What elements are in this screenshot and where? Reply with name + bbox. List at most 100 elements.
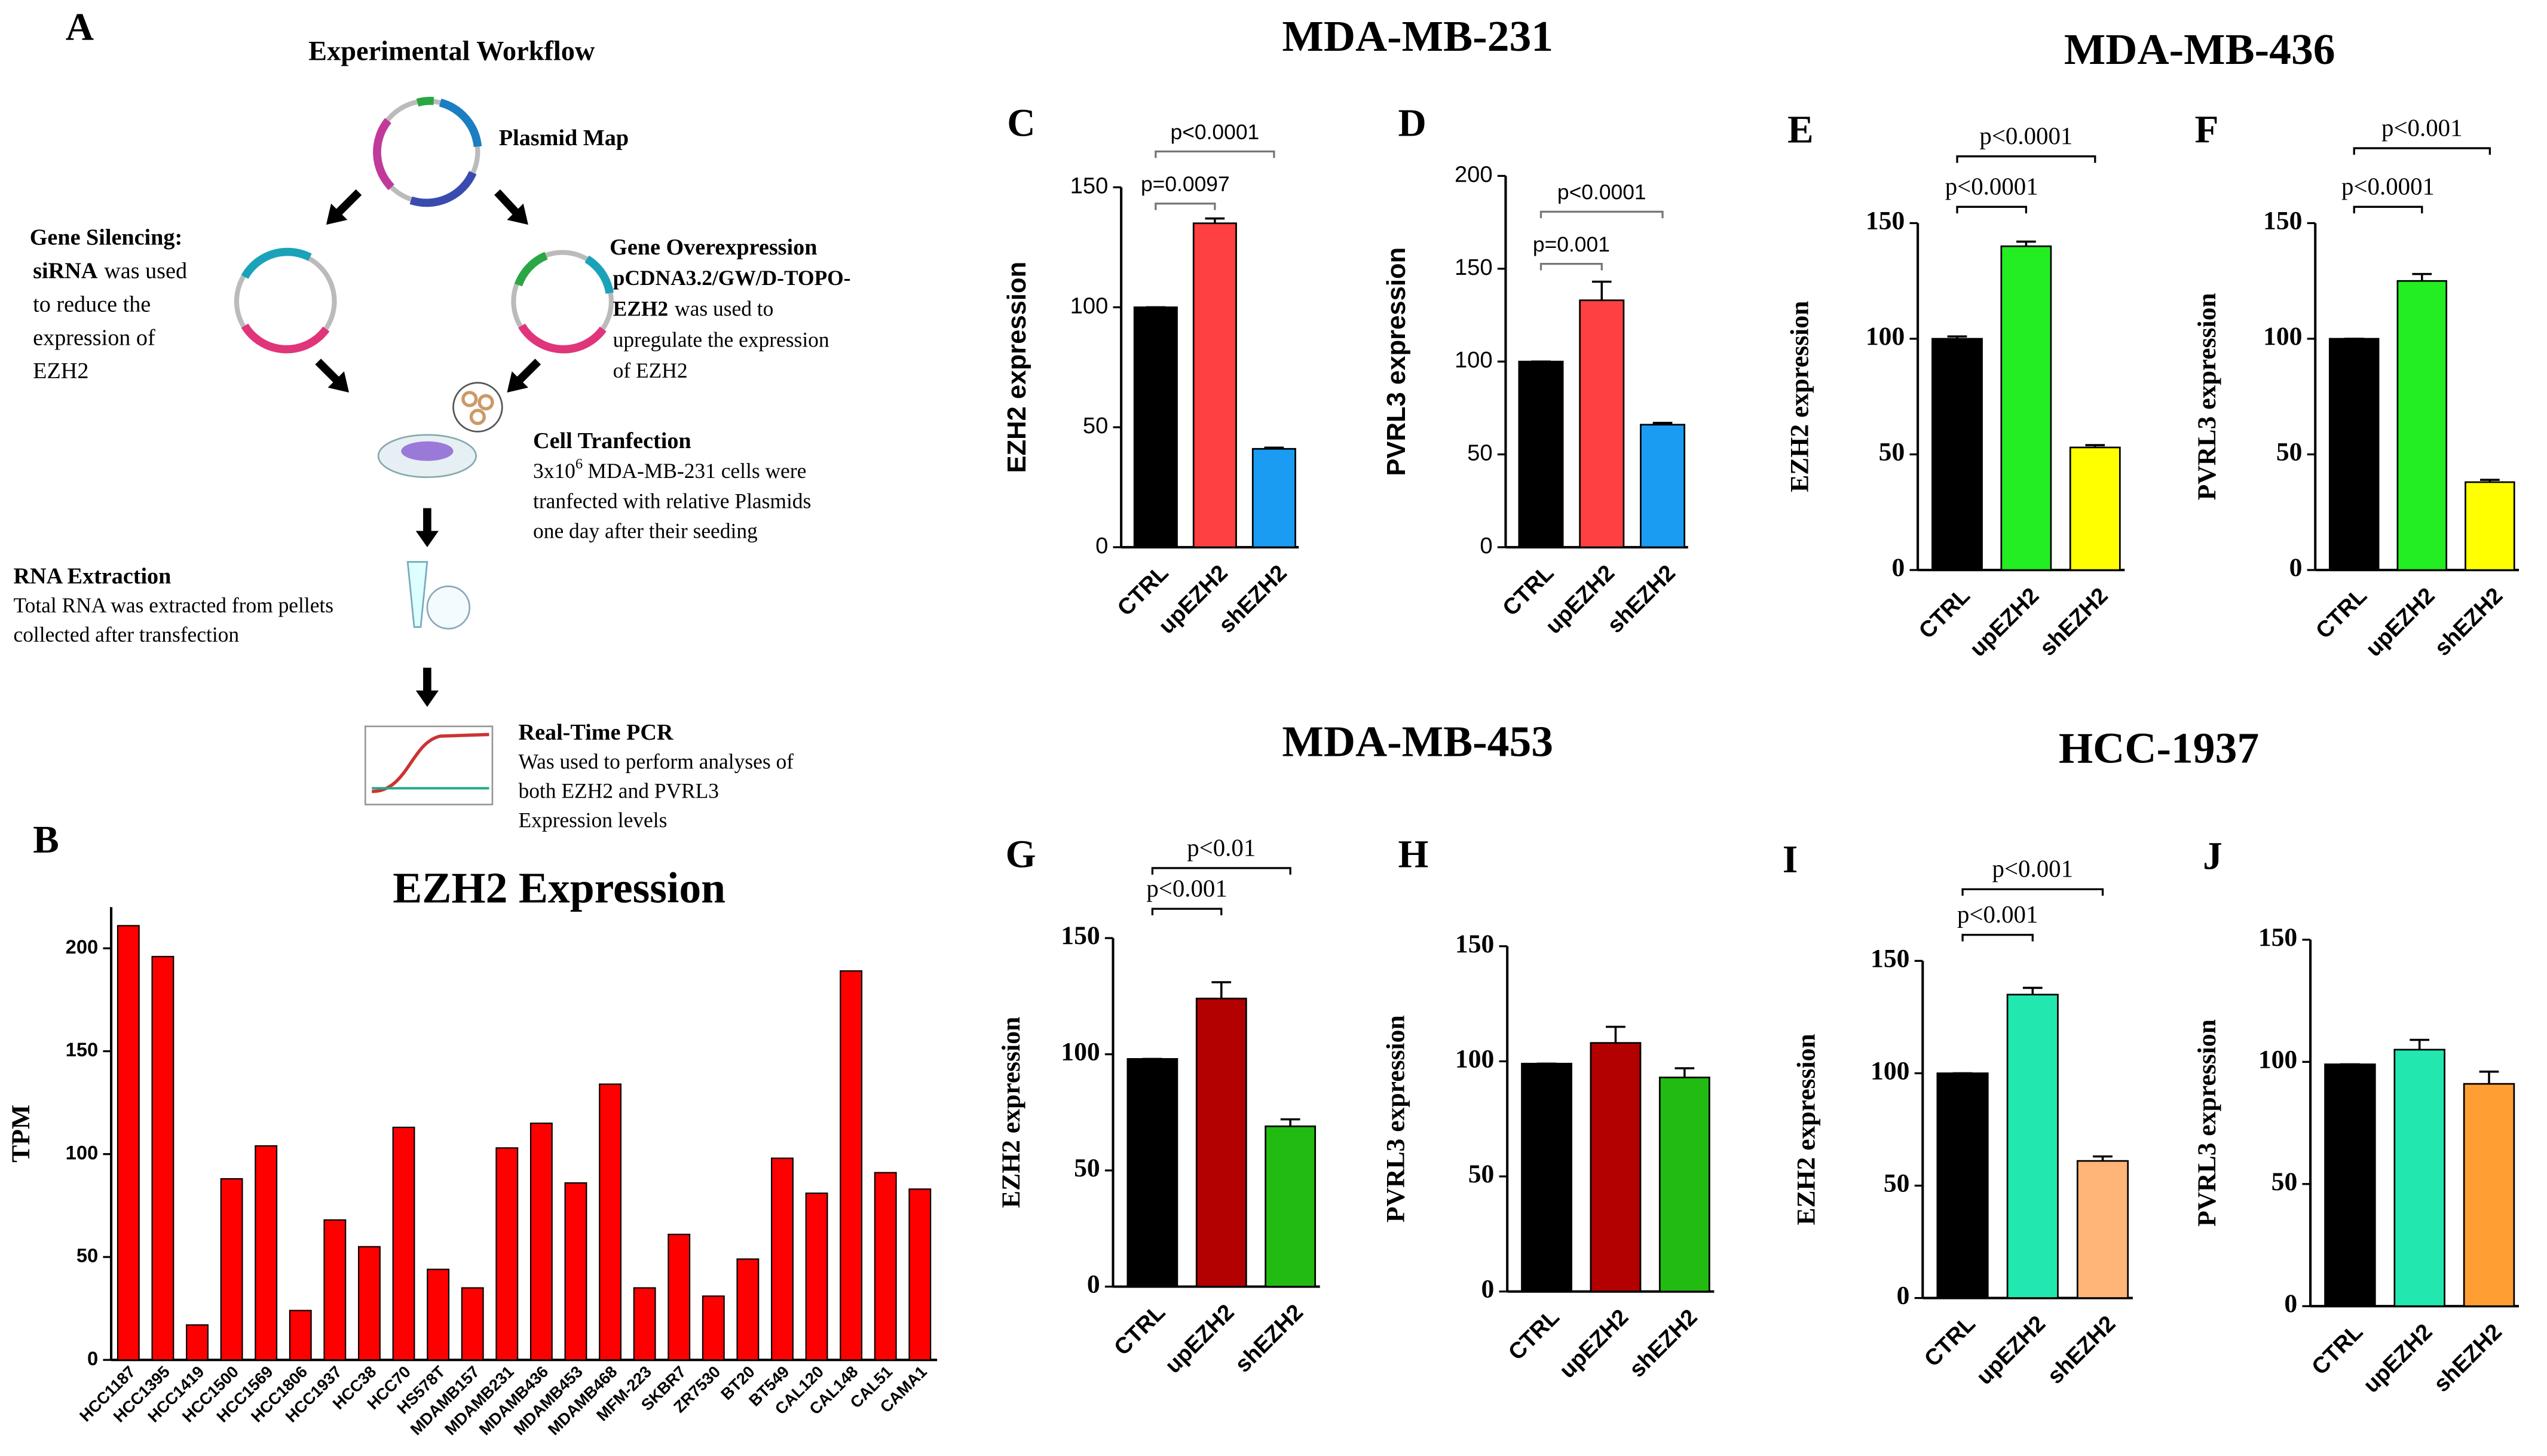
panel-label: I xyxy=(1783,838,1798,881)
significance-bracket xyxy=(1956,155,2096,163)
y-tick-label: 50 xyxy=(1083,413,1108,439)
bar xyxy=(2324,1063,2376,1307)
bar xyxy=(2076,1160,2129,1299)
step-heading: Gene Silencing: xyxy=(30,225,182,250)
plasmid-arc xyxy=(515,252,548,287)
p-value: p<0.0001 xyxy=(2341,173,2435,200)
x-tick-label: shEZH2 xyxy=(2042,1311,2120,1389)
x-tick-label: shEZH2 xyxy=(2035,583,2113,661)
significance-bracket xyxy=(1151,908,1223,915)
bar xyxy=(2393,1049,2445,1307)
p-value: p=0.0097 xyxy=(1141,172,1230,196)
y-tick-label: 0 xyxy=(1480,533,1492,559)
text-run: was used to xyxy=(675,297,773,321)
error-bar xyxy=(2022,986,2043,995)
pcr-plot xyxy=(364,725,494,805)
panel-label: A xyxy=(66,6,94,49)
x-tick-label: upEZH2 xyxy=(2361,583,2439,661)
bar xyxy=(1265,1125,1317,1288)
bar xyxy=(289,1310,312,1361)
significance-bracket xyxy=(1539,262,1603,271)
group-title: HCC-1937 xyxy=(2059,723,2259,772)
y-axis-label: EZH2 expression xyxy=(997,1017,1025,1208)
y-tick-label: 100 xyxy=(1866,322,1905,351)
error-bar xyxy=(2016,240,2036,247)
text-run: Total RNA was extracted from pellets xyxy=(13,593,333,617)
bar xyxy=(805,1193,828,1361)
chart: H 0 50 100 150 PVRL3 expression CTRLupEZH2shEZ… xyxy=(1382,833,1715,1383)
bar xyxy=(908,1188,932,1361)
y-tick-label: 50 xyxy=(1879,438,1905,467)
x-tick-label: shEZH2 xyxy=(1624,1304,1703,1383)
x-tick-label: CTRL xyxy=(1504,1304,1565,1365)
step-heading: Gene Overexpression xyxy=(610,235,817,260)
error-bar xyxy=(1674,1067,1695,1078)
workflow-art xyxy=(234,97,614,805)
text-run: EZH2 xyxy=(33,358,88,384)
text-run: was used xyxy=(104,258,187,283)
bar xyxy=(1251,447,1296,548)
step-line: Total RNA was extracted from pellets xyxy=(13,593,333,617)
significance-bracket xyxy=(1155,203,1216,210)
bar xyxy=(186,1324,209,1361)
step-line: both EZH2 and PVRL3 xyxy=(519,779,720,803)
x-tick-label: CTRL xyxy=(1109,1299,1170,1360)
p-value: p<0.001 xyxy=(1992,856,2073,882)
chart: F 0 50 100 150 PVRL3 expression CTRLupEZH2shEZ… xyxy=(2193,109,2519,662)
step-line: expression of xyxy=(33,325,155,350)
text-run: Was used to perform analyses of xyxy=(519,750,794,774)
step-line: EZH2 was used to xyxy=(613,297,774,321)
bar xyxy=(1640,424,1686,548)
bar xyxy=(702,1295,725,1361)
y-tick-label: 0 xyxy=(2284,1289,2297,1318)
text-run: MDA-MB-231 cells were xyxy=(587,459,806,483)
y-tick-label: 0 xyxy=(1897,1282,1910,1310)
bar xyxy=(357,1246,381,1361)
plasmid-arc xyxy=(241,247,312,279)
bar xyxy=(564,1182,587,1361)
bar xyxy=(633,1287,656,1361)
text-run: one day after their seeding xyxy=(533,519,758,543)
p-value: p<0.0001 xyxy=(1170,120,1259,144)
x-tick-label: CTRL xyxy=(1914,583,1974,643)
bar xyxy=(1521,1062,1572,1293)
arrows xyxy=(315,189,541,694)
step-line: collected after transfection xyxy=(13,623,239,646)
error-bar xyxy=(1947,335,1967,339)
panel-label: J xyxy=(2203,835,2222,878)
y-tick-label: 100 xyxy=(2258,1045,2297,1074)
y-axis-label: PVRL3 expression xyxy=(1382,1015,1410,1222)
y-axis-label: EZH2 expression xyxy=(1786,301,1814,492)
chart: I 0 50 100 150 EZH2 expression CTRLupEZH2shEZH… xyxy=(1783,838,2133,1390)
step-heading: Plasmid Map xyxy=(499,125,629,151)
bar xyxy=(2000,245,2052,571)
bar xyxy=(1126,1058,1178,1288)
text-run: tranfected with relative Plasmids xyxy=(533,489,811,513)
step-line: Expression levels xyxy=(519,808,668,832)
y-tick-label: 50 xyxy=(1884,1169,1910,1198)
p-value: p<0.001 xyxy=(1146,875,1227,902)
group-title: MDA-MB-436 xyxy=(2064,24,2335,73)
y-tick-label: 100 xyxy=(2263,322,2302,351)
step-heading: Real-Time PCR xyxy=(519,720,674,745)
text-run: of EZH2 xyxy=(613,358,688,382)
error-bar xyxy=(1591,280,1612,301)
y-tick-label: 0 xyxy=(1891,553,1905,582)
bar xyxy=(840,970,863,1361)
y-tick-label: 150 xyxy=(2263,206,2302,235)
error-bar xyxy=(1264,446,1284,449)
y-tick-label: 100 xyxy=(1871,1056,1909,1085)
error-bar xyxy=(1280,1118,1300,1127)
step-heading: RNA Extraction xyxy=(13,563,171,588)
y-tick-label: 50 xyxy=(1468,1160,1495,1188)
y-tick-label: 150 xyxy=(2258,923,2297,952)
bar xyxy=(151,955,175,1361)
bar xyxy=(1590,1042,1642,1293)
bar xyxy=(1931,338,1983,571)
plasmid-arc xyxy=(584,255,614,294)
p-value: p<0.0001 xyxy=(1557,180,1646,204)
p-value: p<0.001 xyxy=(1957,901,2038,928)
significance-bracket xyxy=(1961,888,2104,896)
